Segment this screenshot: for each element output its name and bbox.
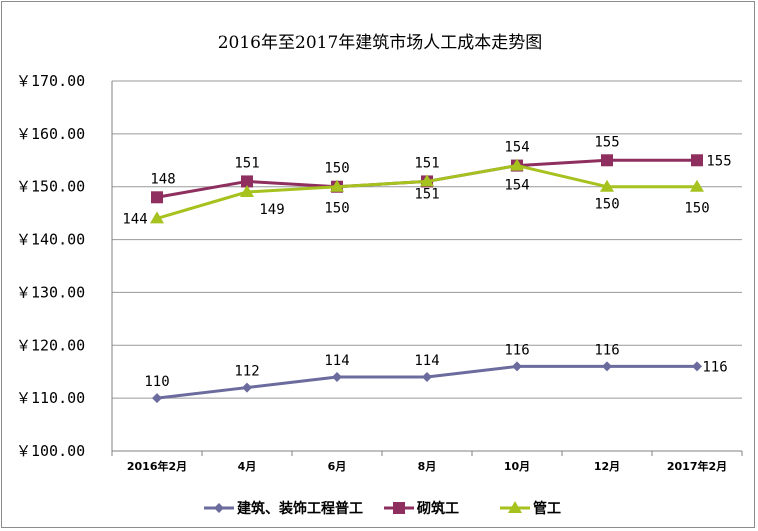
data-label: 154 (504, 178, 529, 194)
x-tick-label: 8月 (418, 460, 437, 473)
data-label: 150 (684, 201, 709, 217)
data-label: 144 (122, 211, 147, 227)
data-point-marker (690, 179, 704, 192)
x-tick-label: 2017年2月 (667, 459, 727, 473)
data-point-marker (151, 191, 163, 204)
x-tick-label: 12月 (594, 460, 620, 473)
y-tick-label: ￥130.00 (16, 283, 85, 301)
x-tick-label: 6月 (328, 460, 347, 473)
data-point-marker (242, 382, 252, 393)
legend-marker (214, 503, 224, 513)
data-point-marker (330, 179, 344, 192)
legend-label: 建筑、装饰工程普工 (237, 500, 363, 517)
data-point-marker (241, 175, 253, 188)
data-label: 154 (504, 140, 529, 156)
legend: 建筑、装饰工程普工 砌筑工 管工 (204, 500, 561, 517)
y-tick-label: ￥110.00 (16, 389, 85, 407)
series-group (150, 154, 704, 404)
data-label: 155 (594, 134, 619, 150)
data-point-marker (332, 372, 342, 382)
data-label: 110 (144, 374, 169, 390)
y-axis-tick-labels: ￥100.00 ￥110.00 ￥120.00 ￥130.00 ￥140.00 ￥150.… (16, 72, 85, 460)
data-point-marker (420, 174, 434, 187)
x-tick-label: 10月 (504, 460, 530, 473)
data-label: 151 (414, 155, 439, 171)
data-label: 151 (234, 155, 259, 171)
data-point-marker (510, 158, 524, 171)
data-labels: 110 112 114 114 116 116 116 148 151 150 151 154 155 1… (122, 134, 731, 390)
data-label: 150 (324, 201, 349, 217)
legend-label: 砌筑工 (416, 500, 459, 517)
legend-marker (508, 501, 522, 513)
gridlines (111, 80, 743, 456)
data-point-marker (692, 361, 702, 372)
data-point-marker (150, 211, 164, 224)
data-label: 114 (324, 353, 349, 369)
data-label: 116 (594, 342, 619, 358)
data-point-marker (240, 185, 254, 197)
data-label: 149 (259, 202, 284, 218)
data-point-marker (601, 154, 613, 167)
data-point-marker (602, 361, 612, 372)
y-tick-label: ￥170.00 (16, 72, 85, 90)
data-label: 116 (702, 359, 727, 375)
y-tick-label: ￥140.00 (16, 231, 85, 249)
data-point-marker (152, 393, 162, 404)
y-tick-label: ￥120.00 (16, 336, 85, 354)
data-point-marker (512, 361, 522, 372)
data-label: 151 (414, 186, 439, 202)
x-axis-tick-labels: 2016年2月 4月 6月 8月 10月 12月 2017年2月 (127, 459, 727, 473)
y-tick-label: ￥150.00 (16, 178, 85, 196)
legend-marker (393, 502, 405, 514)
data-label: 114 (414, 353, 439, 369)
y-tick-label: ￥100.00 (16, 442, 85, 460)
x-tick-label: 2016年2月 (127, 459, 187, 473)
data-label: 150 (594, 197, 619, 213)
data-label: 116 (504, 342, 529, 358)
y-tick-label: ￥160.00 (16, 125, 85, 143)
legend-label: 管工 (533, 500, 561, 517)
data-point-marker (600, 179, 614, 192)
data-label: 150 (324, 161, 349, 177)
x-tick-label: 4月 (238, 460, 257, 473)
data-label: 155 (706, 153, 731, 169)
data-point-marker (691, 154, 703, 167)
data-label: 112 (234, 364, 259, 380)
data-label: 148 (150, 171, 175, 187)
data-point-marker (422, 372, 432, 382)
chart-title: 2016年至2017年建筑市场人工成本走势图 (218, 33, 543, 53)
